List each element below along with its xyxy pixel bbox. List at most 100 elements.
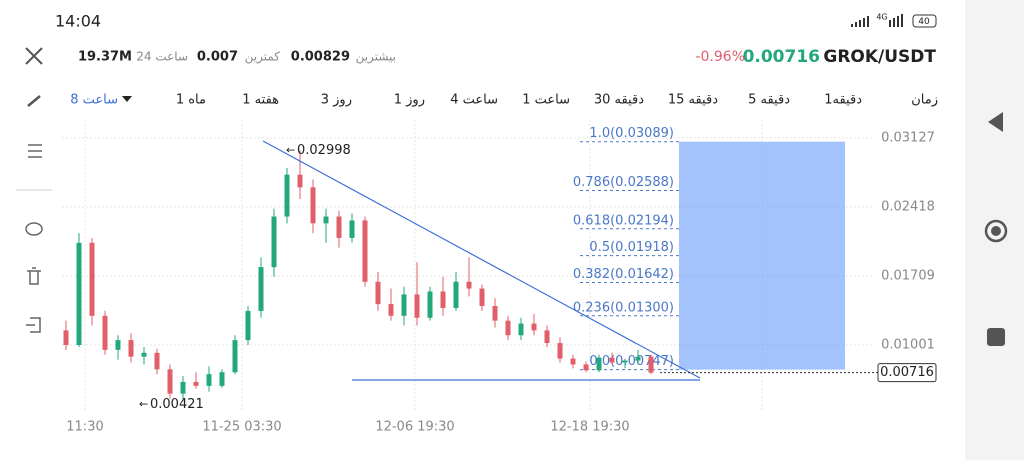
high-label: 0.02998 (297, 143, 351, 158)
timeframe[interactable]: 1 هفته (242, 93, 279, 108)
eye-icon[interactable] (25, 222, 43, 236)
timeframe[interactable]: 1 ساعت (522, 93, 570, 108)
timeframes: زمان 1دقیقه 5 دقیقه 15 دقیقه 30 دقیقه 1 ساعت 4… (70, 93, 938, 108)
candle-body (284, 174, 290, 217)
candle-body (492, 306, 498, 321)
timeframe[interactable]: 1 روز (394, 93, 425, 108)
network: 4G (876, 13, 887, 22)
candle-body (271, 216, 277, 268)
low-arrow: ← (139, 397, 148, 410)
candle-body (193, 381, 199, 386)
y-tick-label: 0.01001 (881, 337, 935, 352)
candle-body (622, 360, 628, 363)
nav-home-dot (991, 226, 1001, 236)
stat-label: کمترین (245, 50, 281, 65)
timeframe[interactable]: 15 دقیقه (668, 93, 718, 108)
dropdown-arrow (122, 96, 132, 102)
candle-body (596, 357, 602, 371)
candle-body (505, 320, 511, 336)
candle-body (206, 374, 212, 386)
x-tick-label: 12-18 19:30 (550, 420, 629, 435)
candle-body (232, 340, 238, 373)
candle-body (76, 242, 82, 345)
candle-body (141, 352, 147, 357)
signal (851, 14, 903, 27)
candle-body (167, 369, 173, 394)
candle-body (440, 291, 446, 309)
candle-body (102, 315, 108, 350)
x-tick-label: 11:30 (66, 420, 103, 435)
candle-body (466, 281, 472, 289)
candle-body (427, 291, 433, 318)
timeframe[interactable]: 1دقیقه (824, 93, 862, 108)
trash-icon[interactable] (27, 267, 41, 285)
fib-label: 0.5(0.01918) (589, 240, 674, 255)
candle-body (453, 281, 459, 309)
y-tick-label: 0.02418 (881, 200, 935, 215)
nav-recent[interactable] (987, 328, 1005, 346)
candle-body (375, 281, 381, 305)
candle-body (557, 343, 563, 359)
candle-body (63, 330, 69, 345)
candle-body (648, 356, 654, 373)
candle-body (310, 187, 316, 224)
candle-body (479, 288, 485, 307)
candle-body (362, 220, 368, 282)
candle-body (219, 372, 225, 386)
candle-body (544, 330, 550, 344)
stat-value: 0.007 (197, 50, 238, 65)
stat-label: بیشترین (356, 50, 396, 65)
candle-body (258, 267, 264, 311)
clock: 14:04 (55, 12, 101, 31)
candle-body (518, 323, 524, 336)
trend-line (262, 140, 701, 379)
timeframe[interactable]: زمان (911, 93, 938, 108)
fib-label: 1.0(0.03089) (589, 126, 674, 141)
battery-level: 40 (918, 17, 930, 27)
timeframe[interactable]: 5 دقیقه (748, 93, 790, 108)
candle-body (180, 381, 186, 394)
change: -0.96% (695, 49, 745, 65)
candle-body (388, 304, 394, 316)
battery (912, 14, 937, 28)
y-tick-label: 0.03127 (881, 131, 935, 146)
stat-label: 24 ساعت (136, 50, 188, 64)
left-toolbar (16, 144, 52, 333)
nav-home[interactable] (984, 219, 1008, 243)
candle-body (635, 356, 641, 361)
timeframe[interactable]: 4 ساعت (450, 93, 498, 108)
menu-icon[interactable] (28, 144, 42, 158)
timeframe[interactable]: 1 ماه (176, 93, 206, 108)
stat-value: 0.00829 (291, 50, 350, 65)
last-price-box (877, 363, 937, 383)
candle-body (128, 340, 134, 357)
candle-body (401, 294, 407, 316)
timeframe[interactable]: 3 روز (321, 93, 352, 108)
candle-body (297, 174, 303, 188)
fib-label: 0.786(0.02588) (573, 175, 674, 190)
candle-body (245, 310, 251, 341)
timeframe[interactable]: 8 ساعت (70, 93, 118, 108)
last-price: 0.00716 (880, 365, 934, 380)
close-icon[interactable] (25, 47, 43, 65)
fib-label: 0.618(0.02194) (573, 213, 674, 228)
candle-body (414, 294, 420, 318)
x-tick-label: 12-06 19:30 (375, 420, 454, 435)
candle-body (583, 364, 589, 371)
candle-body (154, 352, 160, 370)
nav-back[interactable] (988, 112, 1003, 132)
fib-label: 0.236(0.01300) (573, 300, 674, 315)
low-label: 0.00421 (150, 397, 204, 412)
draw-tool-icon[interactable] (27, 95, 41, 107)
candle-body (531, 323, 537, 331)
candle-body (115, 340, 121, 350)
y-tick-label: 0.01709 (881, 268, 935, 283)
stat-value: 19.37M (78, 50, 132, 65)
exit-icon[interactable] (26, 317, 41, 333)
timeframe[interactable]: 30 دقیقه (594, 93, 644, 108)
candle-body (349, 220, 355, 238)
candle-body (323, 216, 329, 224)
fib-label: 0.382(0.01642) (573, 267, 674, 282)
candle-body (609, 357, 615, 363)
